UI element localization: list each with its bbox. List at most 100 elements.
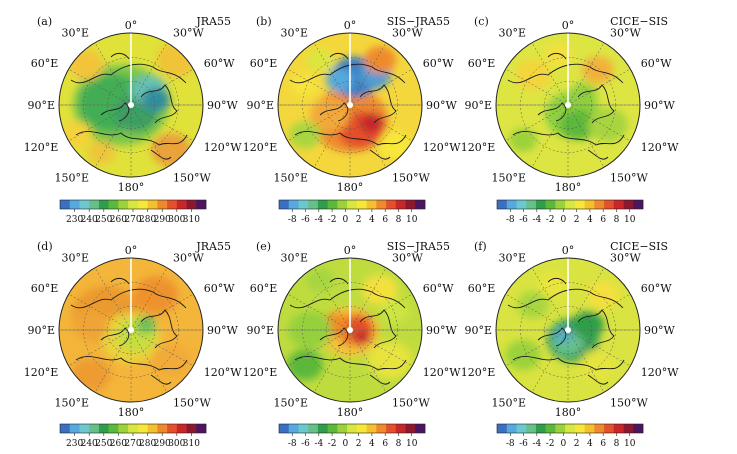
meridian xyxy=(94,104,132,168)
field-blob xyxy=(291,73,319,97)
meridian xyxy=(130,329,194,367)
colorbar-tick-label: -4 xyxy=(532,439,541,449)
longitude-label: 150°W xyxy=(392,172,430,185)
colorbar-tick-label: -2 xyxy=(328,215,337,225)
meridian xyxy=(567,104,631,142)
colorbar-swatch xyxy=(526,424,537,433)
colorbar-swatch xyxy=(366,424,377,433)
colorbar-swatch xyxy=(186,200,197,209)
meridian xyxy=(567,68,631,106)
longitude-label: 150°W xyxy=(610,397,648,410)
longitude-label: 60°W xyxy=(204,57,235,70)
colorbar-frame xyxy=(278,423,426,434)
longitude-label: 30°E xyxy=(61,26,89,39)
colorbar-tick-label: 230 xyxy=(66,215,83,225)
colorbar-frame xyxy=(496,199,644,210)
colorbar-swatch xyxy=(79,200,90,209)
colorbar-swatch xyxy=(69,424,80,433)
colorbar: -8 -6 -4 -2 0 2 4 6 8 10 xyxy=(496,199,644,225)
colorbar-tick-label: 260 xyxy=(110,215,127,225)
colorbar-swatch xyxy=(415,200,426,209)
longitude-label: 180° xyxy=(555,406,582,419)
colorbar-swatch xyxy=(506,424,517,433)
longitude-label: 90°W xyxy=(426,99,457,112)
colorbar-tick-label: 10 xyxy=(406,215,418,225)
field-blob xyxy=(156,43,196,77)
colorbar-swatch xyxy=(327,200,338,209)
colorbar-tick-label: 280 xyxy=(139,215,156,225)
colorbar-tick-label: 6 xyxy=(382,215,388,225)
meridian xyxy=(349,293,413,331)
colorbar-swatch xyxy=(337,424,348,433)
field-blob xyxy=(306,268,334,292)
field-blob xyxy=(360,112,384,134)
meridian xyxy=(94,267,132,331)
colorbar-swatch xyxy=(118,200,129,209)
panel-f: 0° 30°W 60°W 90°W 120°W 150°W 180° 150°E 120°E 90… xyxy=(461,240,680,449)
longitude-label: 60°W xyxy=(641,57,672,70)
meridian xyxy=(130,104,168,168)
longitude-label: 150°W xyxy=(392,397,430,410)
longitude-label: 0° xyxy=(344,244,357,257)
colorbar-tick-label: 4 xyxy=(369,215,375,225)
longitude-label: 0° xyxy=(562,244,575,257)
colorbar-swatch xyxy=(128,200,139,209)
meridian xyxy=(287,293,351,331)
colorbar-swatch xyxy=(196,424,207,433)
map-boundary xyxy=(58,257,204,403)
pole-marker xyxy=(128,327,134,333)
meridian xyxy=(349,329,387,393)
colorbar-swatch xyxy=(288,200,299,209)
meridian xyxy=(94,42,132,106)
colorbar-tick-label: 280 xyxy=(139,439,156,449)
meridian xyxy=(505,293,569,331)
colorbar-swatch xyxy=(337,200,348,209)
colorbar-tick-label: 4 xyxy=(587,439,593,449)
longitude-label: 90°W xyxy=(426,324,457,337)
field-blob xyxy=(289,121,321,149)
colorbar-tick-label: 6 xyxy=(600,439,606,449)
meridian xyxy=(505,329,569,367)
meridian xyxy=(349,329,413,367)
longitude-label: 90°W xyxy=(644,324,675,337)
colorbar-tick-label: 8 xyxy=(396,215,402,225)
colorbar-swatch xyxy=(356,424,367,433)
field-blob xyxy=(362,274,398,306)
colorbar-tick-label: -4 xyxy=(532,215,541,225)
meridian xyxy=(531,104,569,168)
meridian xyxy=(287,68,351,106)
map-boundary xyxy=(495,257,641,403)
panel-label: (c) xyxy=(474,15,489,28)
field-blob xyxy=(569,83,597,107)
colorbar-tick-label: 0 xyxy=(342,215,348,225)
meridian xyxy=(349,267,387,331)
longitude-label: 90°E xyxy=(246,324,274,337)
colorbar-tick-label: 2 xyxy=(574,439,580,449)
field-blob xyxy=(517,291,549,319)
colorbar-swatch xyxy=(555,200,566,209)
colorbar-swatch xyxy=(98,200,109,209)
field-blob xyxy=(87,141,115,165)
field-blob xyxy=(71,358,111,392)
longitude-label: 0° xyxy=(125,244,138,257)
field-blob xyxy=(151,343,191,377)
longitude-label: 30°W xyxy=(173,251,204,264)
longitude-label: 90°E xyxy=(464,324,492,337)
map-boundary xyxy=(277,32,423,178)
colorbar-swatch xyxy=(574,200,585,209)
meridian xyxy=(567,329,631,367)
colorbar-tick-label: 6 xyxy=(382,439,388,449)
meridian xyxy=(130,68,194,106)
colorbar-swatch xyxy=(79,424,90,433)
longitude-label: 30°E xyxy=(498,251,526,264)
meridian xyxy=(130,329,168,393)
longitude-label: 120°E xyxy=(243,366,278,379)
colorbar-swatch xyxy=(623,424,634,433)
colorbar-swatch xyxy=(147,200,158,209)
colorbar-tick-label: 0 xyxy=(342,439,348,449)
field-blob xyxy=(113,369,149,401)
colorbar-tick-label: 2 xyxy=(356,439,362,449)
longitude-label: 120°E xyxy=(461,366,496,379)
longitude-label: 150°E xyxy=(273,172,308,185)
colorbar-tick-label: 260 xyxy=(110,439,127,449)
